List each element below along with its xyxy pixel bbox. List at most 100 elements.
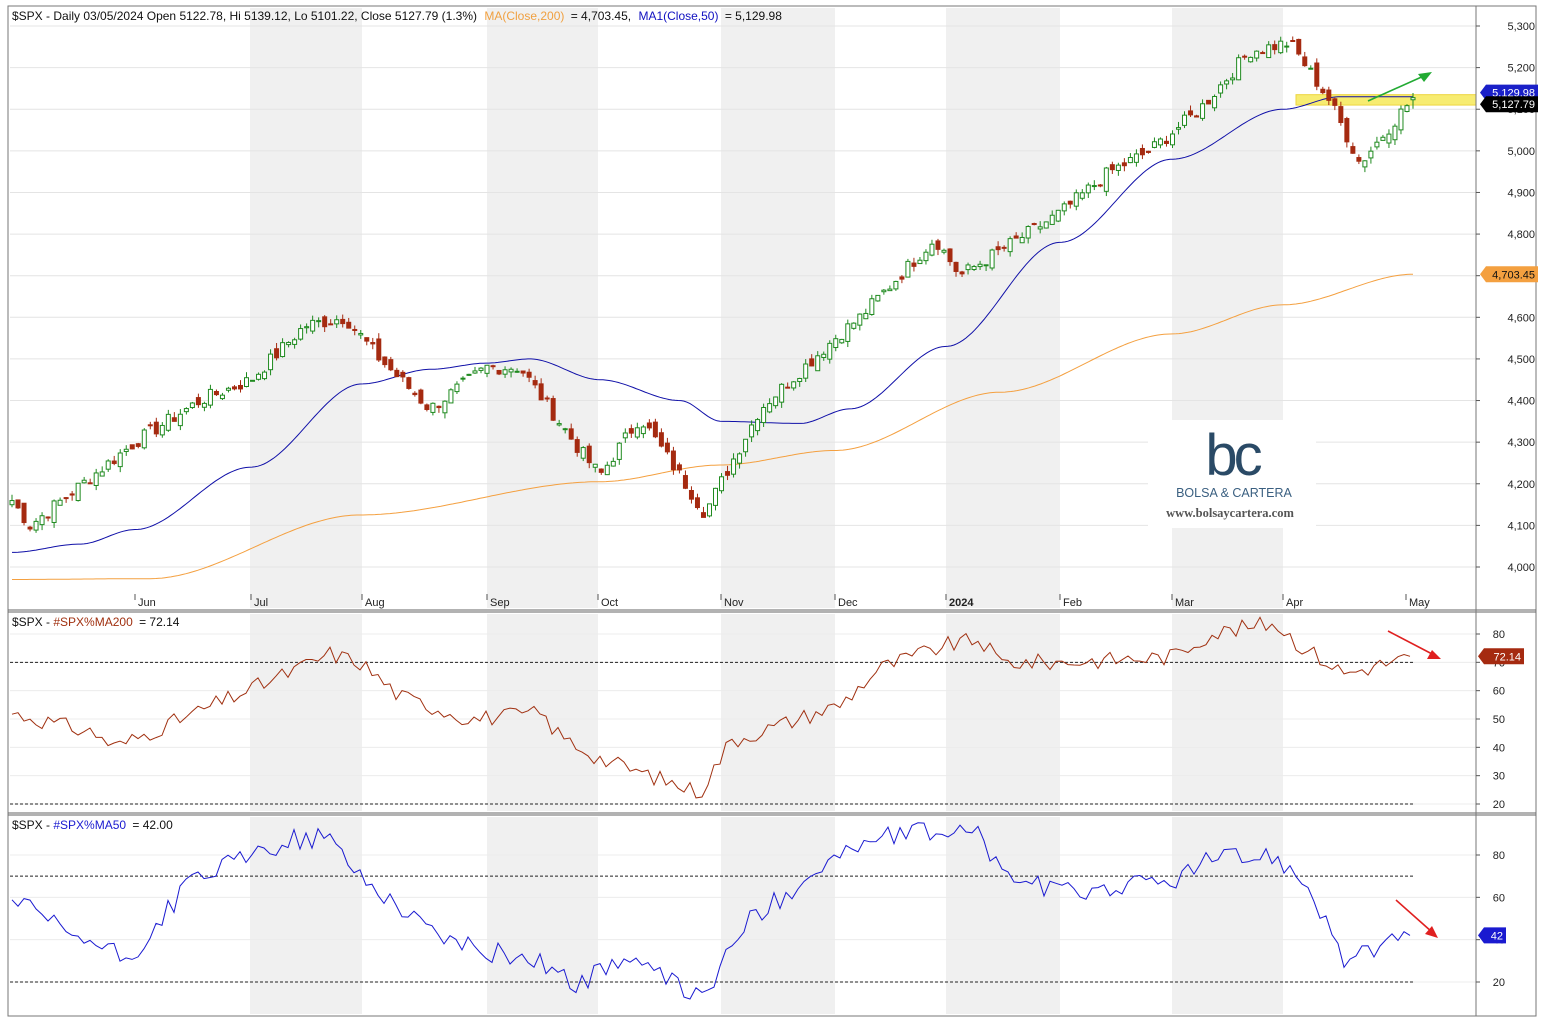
panel2-label: #SPX%MA200 [53,615,133,629]
candle-body [9,500,15,506]
candle-body [1326,89,1332,101]
candle-body [454,383,460,393]
candle-body [574,439,580,453]
logo-mark: bc [1205,423,1261,488]
candle-body [737,453,743,464]
candle-body [875,294,881,302]
candle-body [965,264,971,271]
candle-body [1320,88,1326,94]
y-tick-label: 40 [1493,742,1505,754]
candle-body [652,421,658,438]
candle-body [490,365,496,368]
x-tick-label: Feb [1063,597,1082,609]
candle-body [664,442,670,453]
pct-ma200-plot [10,616,1441,805]
candle-body [598,468,604,473]
candle-body [1308,67,1314,70]
candle-body [219,394,225,400]
candle-body [274,348,280,359]
candle-body [322,316,328,328]
candle-body [1392,125,1398,141]
candle-body [640,426,646,435]
candle-body [129,444,135,450]
candle-body [881,289,887,293]
ma50-line [12,96,1413,553]
candle-body [334,319,340,325]
candle-body [316,320,322,323]
candle-body [550,398,556,421]
candle-body [117,452,123,468]
candle-body [141,429,147,449]
arrow-head [1425,926,1438,938]
pct-ma200-line [11,616,1411,799]
y-tick-label: 4,400 [1507,396,1535,408]
arrow-head [1427,650,1441,659]
candle-body [779,383,785,403]
candle-body [646,422,652,429]
candle-body [616,442,622,460]
candle-body [460,377,466,380]
candle-body [682,475,688,489]
candle-body [538,383,544,401]
candle-body [905,260,911,278]
candle-body [1049,214,1055,225]
candle-body [448,389,454,404]
candle-body [719,476,725,492]
candle-body [189,402,195,409]
month-band [250,614,362,811]
candle-body [1025,226,1031,239]
candle-body [105,460,111,470]
trend-arrow-down [1395,899,1438,938]
x-tick-label: Sep [490,597,510,609]
candle-body [406,377,412,389]
y-tick-label: 5,000 [1507,146,1535,158]
candle-body [929,243,935,256]
candle-body [237,384,243,390]
tag-bg [1480,96,1538,113]
candle-body [953,261,959,272]
candle-body [424,404,430,410]
y-tick-label: 80 [1493,850,1505,862]
candle-body [1368,150,1374,159]
month-band [946,8,1060,608]
candle-body [310,319,316,332]
candle-body [147,424,153,427]
x-tick-label: Jun [138,597,156,609]
ma50-label: MA1(Close,50) [638,9,718,23]
arrow-head [1418,72,1432,82]
candle-body [1212,95,1218,109]
candle-body [1139,147,1145,156]
y-tick-label: 5,300 [1507,21,1535,33]
month-band [487,614,598,811]
candle-body [1260,52,1266,55]
candle-body [532,380,538,386]
candle-body [821,353,827,358]
x-tick-label: Nov [724,597,744,609]
candle-body [201,402,207,408]
candle-body [694,497,700,509]
candle-body [1206,99,1212,105]
candle-body [1332,98,1338,106]
candle-body [268,353,274,371]
candle-body [1151,141,1157,148]
candle-body [250,379,256,382]
candle-body [358,332,364,336]
y-tick-label: 4,900 [1507,187,1535,199]
month-band [487,8,598,608]
candle-body [1037,226,1043,230]
candle-body [51,500,57,523]
candle-body [628,428,634,434]
candle-body [1386,133,1392,144]
candle-body [971,266,977,271]
ma200-label: MA(Close,200) [484,9,564,23]
candle-body [1266,44,1272,59]
logo: bc BOLSA & CARTERA www.bolsaycartera.com [1148,420,1316,528]
arrow-shaft [1395,899,1433,933]
y-tick-label: 4,600 [1507,312,1535,324]
close-tag: 5,127.79 [1480,96,1538,113]
candle-body [1194,115,1200,118]
month-band [250,817,362,1014]
candle-body [1019,236,1025,244]
candle-body [755,419,761,432]
candle-body [69,493,75,496]
